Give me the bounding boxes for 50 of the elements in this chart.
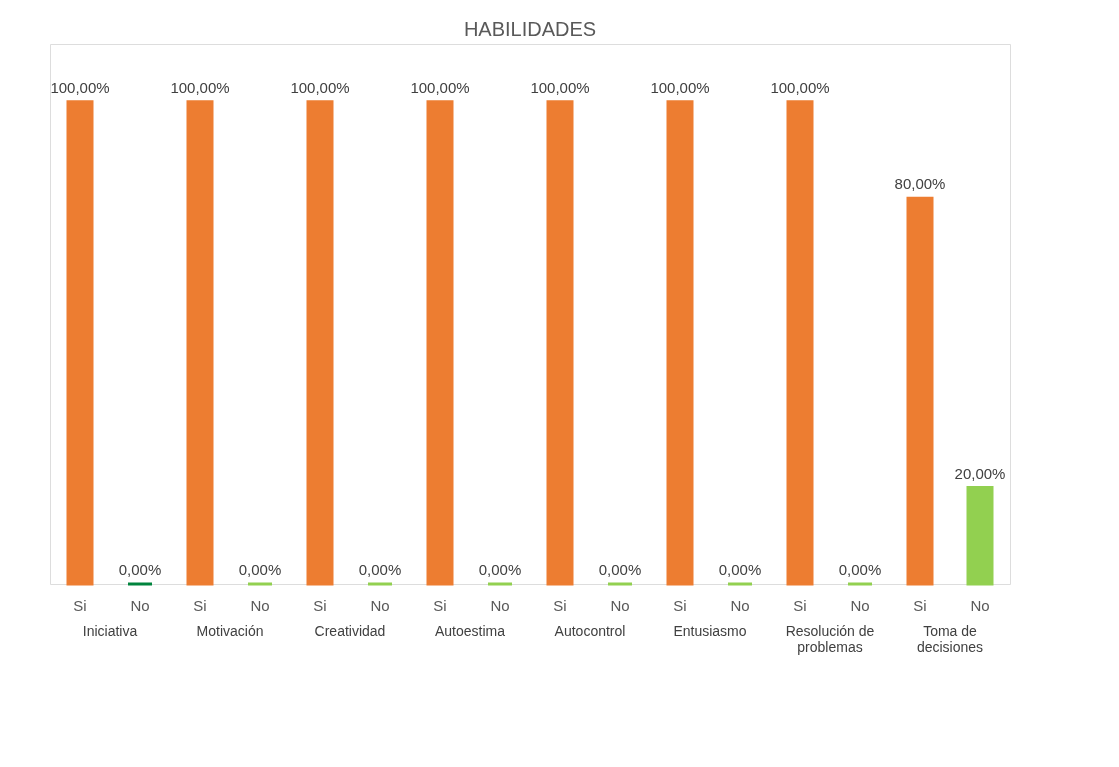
x-tick-label: Autocontrol [554, 622, 626, 639]
text: No [610, 597, 630, 614]
data-label: 0,00% [478, 561, 522, 578]
bar [786, 100, 814, 586]
x-tick-label: Autoestima [434, 622, 506, 639]
x-tick-label: Creatividad [314, 622, 386, 639]
x-tick-label: Iniciativa [82, 622, 138, 639]
bar [426, 100, 454, 586]
text: Si [913, 597, 927, 614]
text: No [970, 597, 990, 614]
data-label: 0,00% [838, 561, 882, 578]
data-label: 100,00% [290, 78, 350, 96]
bar [906, 196, 934, 586]
x-tick-label: Motivación [196, 622, 264, 639]
data-label: 0,00% [598, 561, 642, 578]
data-label: 80,00% [894, 175, 946, 193]
data-label: 100,00% [530, 78, 590, 96]
text: Si [313, 597, 327, 614]
data-label: 100,00% [770, 78, 830, 96]
series-label: Si [73, 597, 87, 614]
data-label: 0,00% [718, 561, 762, 578]
text: No [370, 597, 390, 614]
data-label: 0,00% [358, 561, 402, 578]
x-tick-label: Resolución de problemas [785, 622, 875, 655]
bar [546, 100, 574, 586]
data-label: 0,00% [238, 561, 282, 578]
x-tick-label: Entusiasmo [673, 622, 747, 639]
data-label: 0,00% [118, 561, 162, 578]
data-label: 100,00% [50, 78, 110, 96]
text: No [850, 597, 870, 614]
text: No [250, 597, 270, 614]
text: Si [673, 597, 687, 614]
text: Si [793, 597, 807, 614]
data-label: 100,00% [410, 78, 470, 96]
bar [966, 486, 994, 586]
text: Si [553, 597, 567, 614]
text: No [730, 597, 750, 614]
x-tick-label: Toma de decisiones [916, 622, 984, 655]
series-label: No [130, 597, 150, 614]
text: Si [193, 597, 207, 614]
bar [666, 100, 694, 586]
text: No [490, 597, 510, 614]
data-label: 100,00% [650, 78, 710, 96]
chart-title: HABILIDADES [463, 18, 597, 40]
data-label: 20,00% [954, 464, 1006, 482]
bar [306, 100, 334, 586]
bar [66, 100, 94, 586]
text: Si [433, 597, 447, 614]
data-label: 100,00% [170, 78, 230, 96]
bar [186, 100, 214, 586]
